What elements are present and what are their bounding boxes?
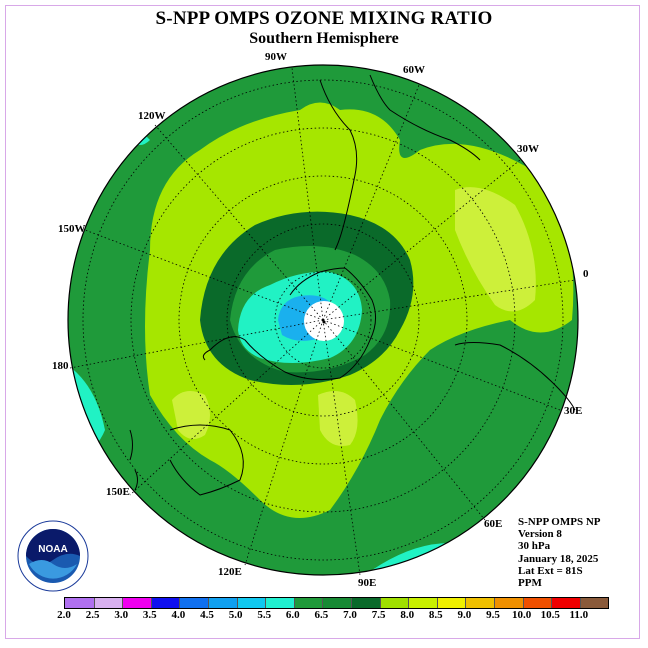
page-subtitle: Southern Hemisphere (249, 30, 399, 47)
colorbar-swatch (293, 598, 323, 608)
info-block: S-NPP OMPS NP Version 8 30 hPa January 1… (518, 516, 601, 589)
colorbar-swatch (522, 598, 552, 608)
colorbar-tick-label: 9.0 (457, 609, 472, 621)
info-line: Lat Ext = 81S (518, 564, 583, 577)
info-line: Version 8 (518, 528, 562, 541)
colorbar-tick-label: 6.0 (285, 609, 300, 621)
colorbar-swatch (579, 598, 609, 608)
africa-coast (454, 342, 576, 411)
colorbar-swatch (122, 598, 151, 608)
page-frame (5, 5, 640, 639)
lon-label-90e: 90E (358, 577, 377, 589)
colorbar-swatch (93, 598, 123, 608)
info-line: January 18, 2025 (518, 552, 599, 565)
lon-label-30e: 30E (564, 405, 583, 417)
colorbar-swatch (436, 598, 466, 608)
colorbar-tick-label: 10.0 (511, 609, 532, 621)
colorbar-tick-label: 6.5 (314, 609, 329, 621)
colorbar-tick-label: 8.0 (400, 609, 415, 621)
colorbar-swatch (65, 598, 94, 608)
noaa-logo: NOAA (17, 520, 89, 592)
page-title: S-NPP OMPS OZONE MIXING RATIO (155, 8, 493, 29)
lon-label-60e: 60E (484, 518, 503, 530)
colorbar-tick-label: 11.0 (569, 609, 589, 621)
colorbar-tick-label: 2.0 (57, 609, 71, 621)
colorbar-tick-label: 3.0 (114, 609, 129, 621)
coastlines (129, 74, 576, 496)
colorbar-tick-label: 8.5 (428, 609, 443, 621)
colorbar-tick-label: 7.0 (343, 609, 357, 621)
lon-label-180: 180 (52, 360, 69, 372)
lon-label-120e: 120E (218, 566, 242, 578)
colorbar-tick-label: 4.5 (200, 609, 214, 621)
lon-label-90w: 90W (265, 51, 287, 63)
colorbar-swatch (236, 598, 266, 608)
colorbar-swatch (207, 598, 237, 608)
colorbar-swatch (350, 598, 380, 608)
colorbar-ticks: 2.0 2.5 3.0 3.5 4.0 4.5 5.0 5.5 6.0 6.5 7.0 7.5 8.0 8… (0, 609, 648, 623)
lon-label-60w: 60W (403, 64, 425, 76)
colorbar-tick-label: 2.5 (85, 609, 100, 621)
colorbar-tick-label: 5.0 (228, 609, 243, 621)
colorbar-swatch (379, 598, 409, 608)
field-yellow-bottom (318, 391, 358, 446)
colorbar-tick-label: 5.5 (257, 609, 272, 621)
field-yellow-right (455, 187, 536, 312)
colorbar-swatch (179, 598, 208, 608)
colorbar-tick-label: 7.5 (371, 609, 386, 621)
lon-label-120w: 120W (138, 110, 166, 122)
info-line: PPM (518, 577, 542, 590)
graticule (69, 67, 576, 576)
australia-coast (169, 424, 244, 496)
info-line: 30 hPa (518, 540, 551, 553)
noaa-logo-text: NOAA (38, 544, 67, 555)
colorbar-swatch (465, 598, 494, 608)
colorbar-swatch (551, 598, 580, 608)
colorbar-swatch (322, 598, 351, 608)
colorbar-tick-label: 10.5 (540, 609, 560, 621)
colorbar-tick-label: 4.0 (171, 609, 186, 621)
colorbar-tick-label: 9.5 (486, 609, 500, 621)
colorbar-swatch (265, 598, 294, 608)
info-line: S-NPP OMPS NP (518, 516, 601, 528)
new-zealand-coast (129, 429, 138, 491)
lon-label-150w: 150W (58, 223, 86, 235)
colorbar-tick-label: 3.5 (142, 609, 157, 621)
lon-label-0: 0 (583, 268, 589, 280)
colorbar (64, 597, 610, 609)
south-america-coast (319, 74, 481, 251)
lon-label-150e: 150E (106, 486, 130, 498)
lon-label-30w: 30W (517, 143, 539, 155)
antarctica-coast (202, 267, 376, 380)
map-border (67, 64, 579, 576)
colorbar-swatch (493, 598, 523, 608)
colorbar-swatch (150, 598, 180, 608)
colorbar-swatch (408, 598, 437, 608)
